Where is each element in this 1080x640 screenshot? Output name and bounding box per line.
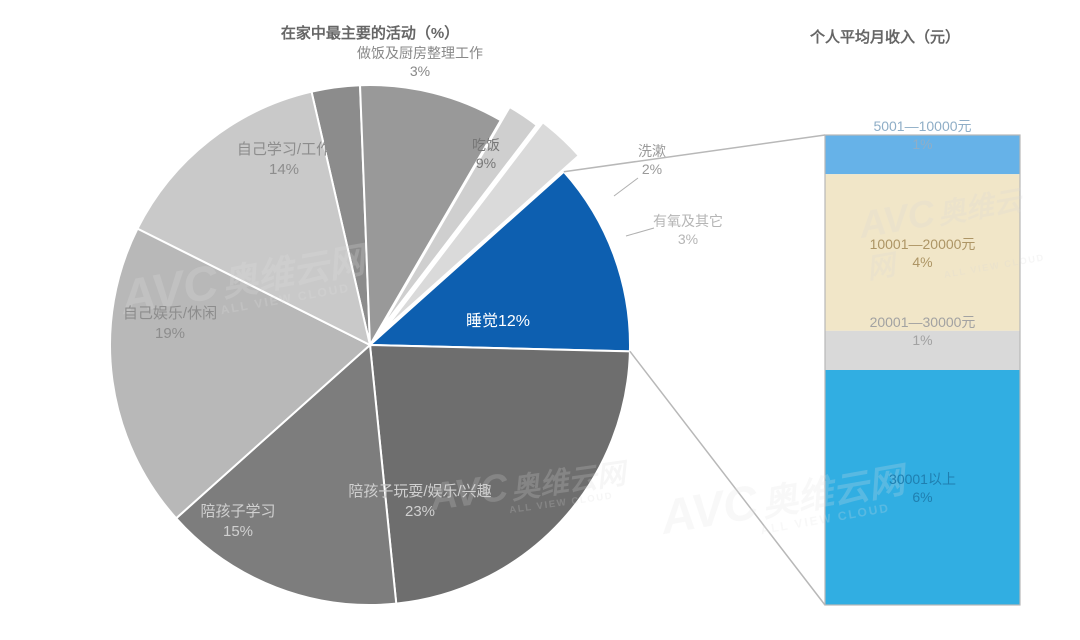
pie-slice-label: 陪孩子学习15% bbox=[128, 502, 348, 541]
pie-slice-label: 睡觉12% bbox=[388, 312, 608, 333]
pie-slice-label: 有氧及其它3% bbox=[578, 212, 798, 248]
bar-segment-label: 5001—10000元1% bbox=[825, 117, 1020, 153]
bar-segment-label: 10001—20000元4% bbox=[825, 235, 1020, 271]
bar-segment-label: 20001—30000元1% bbox=[825, 313, 1020, 349]
pie-slice-label: 自己学习/工作14% bbox=[174, 140, 394, 179]
pie-slice-label: 洗漱2% bbox=[542, 142, 762, 178]
pie-slice-label: 做饭及厨房整理工作3% bbox=[310, 44, 530, 80]
bar-chart-title: 个人平均月收入（元） bbox=[735, 26, 1035, 47]
leader-line bbox=[614, 178, 638, 196]
chart-container: 在家中最主要的活动（%）个人平均月收入（元）AVC奥维云网ALL VIEW CL… bbox=[0, 0, 1080, 640]
pie-slice bbox=[370, 345, 630, 604]
pie-chart-title: 在家中最主要的活动（%） bbox=[220, 22, 520, 43]
drilldown-line bbox=[630, 351, 825, 605]
pie-slice-label: 自己娱乐/休闲19% bbox=[60, 304, 280, 343]
bar-segment-label: 30001以上6% bbox=[825, 470, 1020, 506]
